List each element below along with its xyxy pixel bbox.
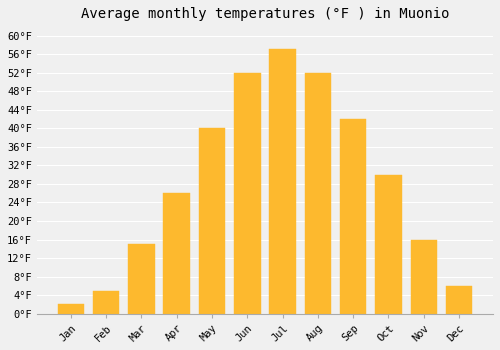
Bar bbox=[128, 244, 154, 314]
Bar bbox=[446, 286, 472, 314]
Bar bbox=[198, 128, 225, 314]
Bar bbox=[270, 49, 296, 314]
Bar bbox=[375, 175, 402, 314]
Title: Average monthly temperatures (°F ) in Muonio: Average monthly temperatures (°F ) in Mu… bbox=[80, 7, 449, 21]
Bar bbox=[410, 239, 437, 314]
Bar bbox=[340, 119, 366, 314]
Bar bbox=[58, 304, 84, 314]
Bar bbox=[93, 290, 120, 314]
Bar bbox=[304, 73, 331, 314]
Bar bbox=[164, 193, 190, 314]
Bar bbox=[234, 73, 260, 314]
